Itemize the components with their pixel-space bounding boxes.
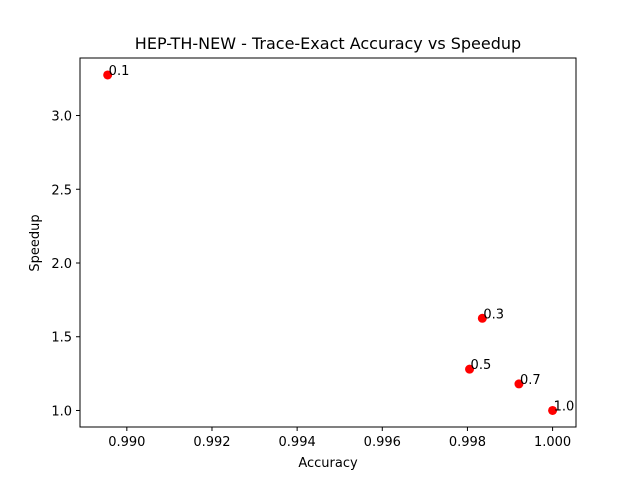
x-tick-label: 0.994 (279, 435, 316, 450)
x-tick-label: 0.992 (193, 435, 230, 450)
data-point (548, 405, 558, 415)
y-axis-ticks: 1.0 1.5 2.0 2.5 3.0 (51, 110, 80, 419)
y-tick-label: 2.5 (51, 183, 72, 198)
x-tick-label: 0.998 (449, 435, 486, 450)
data-point (103, 70, 113, 80)
data-point (465, 364, 475, 374)
y-tick-label: 2.0 (51, 257, 72, 272)
x-tick-label: 0.990 (108, 435, 145, 450)
axes-frame (79, 57, 577, 428)
x-tick-label: 0.996 (364, 435, 401, 450)
point-annotation: 0.3 (483, 307, 504, 322)
x-axis-label: Accuracy (298, 456, 358, 471)
point-annotation: 0.5 (471, 358, 492, 373)
plot-area: 0.1 0.3 0.5 0.7 1.0 (103, 64, 574, 415)
data-point (477, 313, 487, 323)
data-point (514, 379, 524, 389)
chart-title: HEP-TH-NEW - Trace-Exact Accuracy vs Spe… (135, 34, 521, 53)
y-tick-label: 3.0 (51, 110, 72, 125)
x-axis-ticks: 0.990 0.992 0.994 0.996 0.998 1.000 (108, 427, 571, 450)
point-annotation: 0.7 (520, 373, 541, 388)
y-axis-label: Speedup (28, 214, 43, 271)
y-tick-label: 1.0 (51, 404, 72, 419)
y-tick-label: 1.5 (51, 331, 72, 346)
x-tick-label: 1.000 (534, 435, 571, 450)
point-annotation: 0.1 (109, 64, 130, 79)
point-annotation: 1.0 (554, 399, 575, 414)
